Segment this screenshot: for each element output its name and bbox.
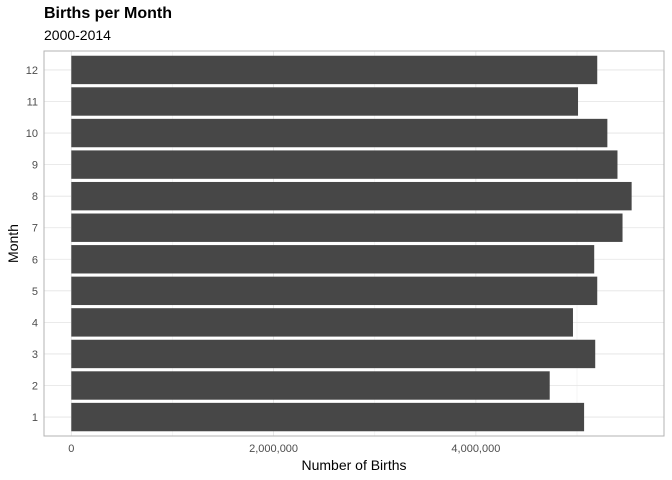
y-axis-title: Month [5,224,21,263]
x-axis-title: Number of Births [301,457,406,473]
y-tick-label: 4 [32,317,38,329]
y-tick-label: 12 [26,65,38,77]
bar-month-12 [71,55,598,85]
bar-month-5 [71,276,598,306]
bar-month-7 [71,213,623,242]
y-tick-label: 9 [32,160,38,172]
x-tick-label: 0 [68,443,74,455]
bar-month-8 [71,181,632,211]
y-tick-label: 10 [26,128,38,140]
bar-month-11 [71,87,579,116]
x-tick-label: 2,000,000 [249,443,298,455]
panel-border [43,50,665,437]
y-tick-label: 3 [32,349,38,361]
chart-title: Births per Month [44,5,172,22]
y-tick-label: 1 [32,412,38,424]
bar-month-3 [71,339,596,369]
bar-month-1 [71,402,585,432]
bar-month-9 [71,150,618,179]
bars [71,55,632,432]
bar-month-4 [71,308,573,337]
bar-month-2 [71,371,550,400]
y-tick-label: 11 [27,96,38,108]
y-tick-label: 8 [32,191,38,203]
bar-month-10 [71,118,608,148]
y-tick-label: 6 [32,254,38,266]
y-tick-label: 2 [32,381,38,393]
x-tick-labels: 0 2,000,000 4,000,000 [68,443,500,455]
chart-subtitle: 2000-2014 [44,27,111,43]
y-tick-label: 5 [32,286,38,298]
bar-month-6 [71,245,595,274]
x-tick-label: 4,000,000 [451,443,500,455]
y-tick-label: 7 [32,223,38,235]
